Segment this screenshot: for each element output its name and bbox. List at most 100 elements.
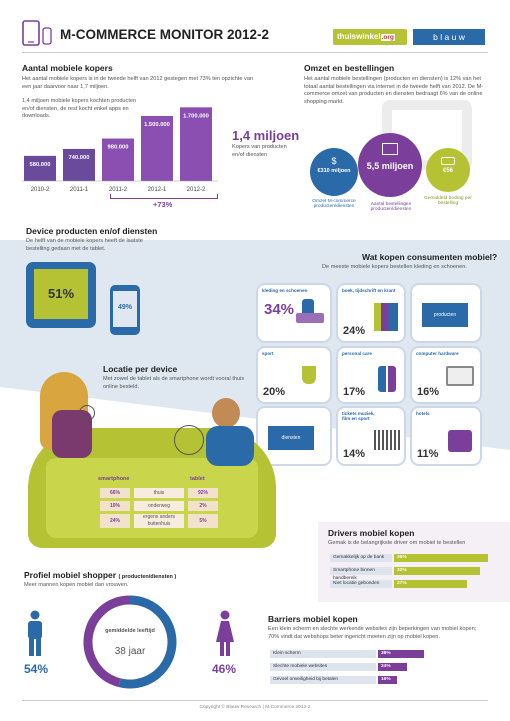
page-title: M-COMMERCE MONITOR 2012-2 — [60, 27, 270, 42]
growth-label: +73% — [153, 200, 173, 209]
kopers-value-label: 580.000 — [30, 162, 51, 168]
loc-smart-1: 10% — [100, 501, 130, 511]
shoe-icon — [302, 299, 314, 313]
device-text: De helft van de mobiele kopers heeft de … — [26, 238, 143, 252]
cash-icon — [441, 157, 455, 165]
loc-label-0: thuis — [134, 488, 184, 498]
kopers-category-label: 2011-1 — [70, 187, 89, 193]
kopers-value-label: 980.000 — [108, 145, 129, 151]
kopers-bar — [63, 148, 95, 181]
tile-sport: sport 20% — [256, 346, 332, 404]
diensten-label: diensten — [268, 426, 314, 450]
loc-tablet-1: 2% — [188, 501, 218, 511]
phone-percent: 49% — [117, 304, 132, 311]
kopers-text2: 1,4 miljoen mobiele kopers kochten produ… — [22, 98, 137, 120]
loc-col-tablet: tablet — [190, 476, 205, 482]
locatie-title: Locatie per device — [103, 364, 178, 374]
kopers-bar — [141, 116, 173, 181]
driver-label: Niet locatie gebonden — [330, 580, 392, 588]
omzet-title: Omzet en bestellingen — [304, 63, 395, 73]
gender-donut-chart — [83, 595, 177, 689]
barrier-label: Klein scherm — [270, 650, 376, 658]
profiel-text: Meer mannen kopen mobiel dan vrouwen. — [24, 582, 129, 588]
watkopen-title: Wat kopen consumenten mobiel? — [362, 252, 498, 262]
loc-tablet-0: 92% — [188, 488, 218, 498]
locatie-text: Met zowel de tablet als de smartphone wo… — [103, 376, 245, 390]
kopers-text1: Het aantal mobiele kopers is in de tweed… — [22, 76, 254, 90]
tablet-percent: 51% — [47, 286, 75, 301]
tile-diensten: diensten — [256, 406, 332, 466]
age-value: 38 jaar — [114, 646, 146, 657]
kopers-title: Aantal mobiele kopers — [22, 63, 113, 73]
kopers-category-label: 2011-2 — [109, 187, 128, 193]
kopers-category-label: 2012-2 — [187, 187, 206, 193]
man-icon — [28, 610, 42, 656]
omzet-text: Het aantal mobiele bestellingen (product… — [304, 76, 484, 105]
phone-screen — [113, 291, 137, 327]
omzet-label-average: Gemiddeld bedrag per bestelling — [424, 196, 472, 206]
tablet-screen — [34, 269, 88, 319]
blauw-logo: b l a u w — [413, 29, 485, 45]
tile-personal-care: personal care 17% — [336, 346, 406, 404]
laptop-icon — [446, 366, 474, 386]
kopers-value-label: 740.000 — [69, 155, 90, 161]
tile-boeken: boek, tijdschrift en krant 24% — [336, 283, 406, 343]
header-divider — [22, 52, 488, 53]
men-percent: 54% — [24, 662, 49, 676]
omzet-label-orders: Aantal bestellingen producten/diensten — [370, 202, 412, 212]
producten-label: producten — [422, 303, 468, 327]
omzet-circle-average: €56 — [426, 148, 470, 192]
driver-label: Gemakkelijk op de bank — [330, 554, 392, 562]
woman-icon — [216, 610, 234, 656]
phone-device: 49% — [110, 285, 140, 335]
kopers-category-label: 2010-2 — [31, 187, 50, 193]
smartphone-icon — [42, 27, 52, 45]
women-percent: 46% — [212, 662, 237, 676]
barriers-text: Een klein scherm en slechte werkende web… — [268, 626, 477, 640]
barriers-title: Barriers mobiel kopen — [268, 614, 358, 624]
tile-hotels: hotels 11% — [410, 406, 482, 466]
barrier-bar: 38% — [378, 650, 424, 658]
kopers-big-sub: Kopers van producten en/of diensten — [232, 144, 287, 158]
ticket-icon — [374, 430, 400, 450]
kopers-bar-chart: 580.000 2010-2 740.000 2011-1 980.000 2011-2 1… — [22, 107, 218, 193]
box-icon — [382, 143, 398, 155]
footer-copyright: Copyright © Blauw Research | M-Commerce … — [199, 705, 311, 710]
kopers-bar — [180, 107, 212, 181]
barrier-label: Slechte mobiele websites — [270, 663, 376, 671]
loc-smart-0: 66% — [100, 488, 130, 498]
driver-bar: 27% — [394, 580, 467, 588]
growth-bracket — [110, 194, 218, 199]
donut-slice-vrouwen — [83, 595, 131, 688]
drivers-text: Gemak is de belangrijkste driver om mobi… — [328, 540, 466, 546]
tile-producten: producten — [410, 283, 482, 343]
shirt-icon — [296, 313, 324, 323]
footer-divider — [22, 700, 488, 701]
driver-label: Smartphone binnen handbereik — [330, 567, 392, 581]
omzet-label-revenue: Omzet M-commerce producten/diensten — [312, 199, 356, 209]
age-label: gemiddelde leeftijd — [105, 628, 155, 634]
money-bag-icon: $ — [331, 156, 337, 166]
barrier-bar: 16% — [378, 676, 398, 684]
kopers-category-label: 2012-1 — [148, 187, 167, 193]
tablet-icon — [22, 20, 40, 46]
smartphone-circle — [79, 405, 95, 421]
barrier-bar: 24% — [378, 663, 408, 671]
loc-col-smartphone: smartphone — [98, 476, 130, 482]
loc-label-1: onderweg — [134, 501, 184, 511]
kopers-value-label: 1.700.000 — [183, 113, 209, 119]
omzet-circle-orders: 5,5 miljoen — [358, 133, 422, 197]
tile-tickets: tickets muziek, film en sport 14% — [336, 406, 406, 466]
tile-hardware: computer hardware 16% — [410, 346, 482, 404]
drivers-panel — [318, 522, 510, 602]
omzet-circle-revenue: $ €310 miljoen — [310, 148, 358, 196]
man-figure — [212, 398, 240, 428]
device-title: Device producten en/of diensten — [26, 226, 158, 236]
man-body — [206, 426, 254, 466]
books-icon — [374, 303, 398, 331]
donut-slice-mannen — [118, 595, 177, 689]
loc-label-2: ergens anders buitenhuis — [134, 514, 184, 528]
trophy-icon — [302, 366, 316, 384]
driver-bar: 35% — [394, 554, 488, 562]
profiel-title: Profiel mobiel shopper ( producten/diens… — [24, 570, 177, 580]
